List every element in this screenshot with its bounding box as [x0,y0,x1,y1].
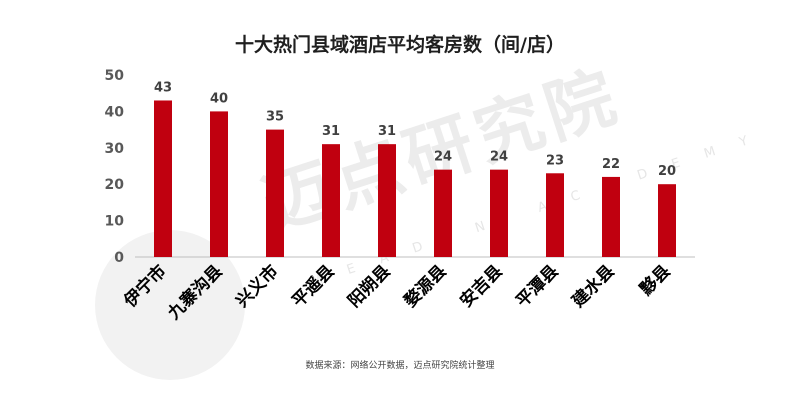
y-tick-label: 40 [105,104,125,120]
bar [154,100,172,257]
bar [602,176,620,257]
bar [490,169,508,257]
bar-value-label: 40 [210,91,228,106]
bar-value-label: 31 [378,124,396,139]
chart-title: 十大热门县域酒店平均客房数（间/店） [235,34,565,56]
bar-value-label: 23 [546,153,564,168]
x-category-label: 平遥县 [288,261,339,312]
bar [434,169,452,257]
bar-value-label: 35 [266,110,284,125]
x-category-label: 平潭县 [512,261,562,311]
y-tick-label: 30 [105,141,125,157]
source-note: 数据来源：网络公开数据，迈点研究院统计整理 [305,361,495,371]
x-category-label: 阳朔县 [344,261,395,312]
y-tick-label: 20 [105,177,125,193]
y-tick-label: 0 [114,250,124,266]
x-category-label: 婺源县 [400,261,451,312]
bar-value-label: 20 [658,164,676,179]
bar [322,144,340,257]
bar-value-label: 24 [490,150,508,165]
bar [546,173,564,257]
bar-value-label: 24 [434,150,452,165]
bar-value-label: 31 [322,124,340,139]
x-category-label: 九寨沟县 [163,261,227,325]
x-category-label: 伊宁市 [119,261,171,313]
bar-value-label: 43 [154,80,172,95]
x-category-label: 建水县 [568,261,619,312]
bar-value-label: 22 [602,157,620,172]
bar [266,129,284,257]
y-tick-label: 10 [105,214,125,230]
x-category-label: 兴义市 [232,261,283,312]
x-category-label: 黟县 [636,261,675,300]
bar [658,184,676,257]
x-category-label: 安吉县 [456,261,507,312]
y-tick-label: 50 [105,68,125,84]
bar [378,144,396,257]
bar [210,111,228,258]
